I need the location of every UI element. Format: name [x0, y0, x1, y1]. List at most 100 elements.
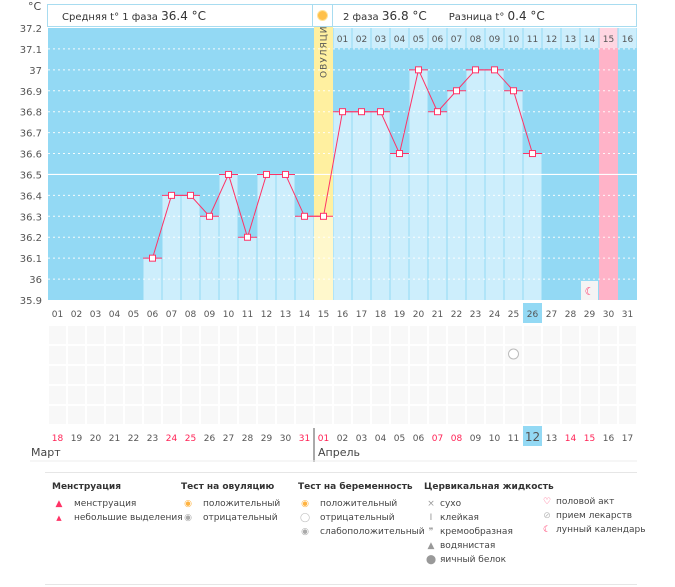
- sticky-icon: I: [429, 513, 433, 523]
- symptom-cell: [391, 406, 408, 424]
- calendar-date: 24: [166, 434, 178, 444]
- y-tick-label: 36.3: [20, 212, 42, 223]
- legend-ovulation-test: Тест на овуляцию ◉ положительный ◉ отрицат…: [181, 482, 281, 523]
- symptom-cell: [201, 406, 218, 424]
- temperature-bar: [257, 174, 276, 300]
- y-tick-label: 37: [29, 66, 42, 77]
- symptom-cell: [201, 326, 218, 344]
- calendar-date: 28: [242, 434, 254, 444]
- temperature-point: [206, 212, 213, 220]
- cycle-day-cell: [599, 28, 618, 48]
- temperature-point: [434, 108, 441, 116]
- symptom-cell: [467, 406, 484, 424]
- symptom-cell: [201, 366, 218, 384]
- symptom-cell: [410, 326, 427, 344]
- symptom-cell: [315, 346, 332, 364]
- symptom-cell: [87, 346, 104, 364]
- temperature-point: [282, 170, 289, 178]
- symptom-cell: [87, 366, 104, 384]
- cycle-day-label: 02: [356, 35, 367, 45]
- calendar-date: 31: [299, 434, 310, 444]
- cycle-day-cell: [466, 28, 485, 48]
- temperature-bar: [371, 111, 390, 300]
- calendar-date: 27: [223, 434, 234, 444]
- day-label: 29: [584, 310, 596, 320]
- day-label: 25: [508, 310, 519, 320]
- symptom-cell: [201, 346, 218, 364]
- symptom-cell: [562, 406, 579, 424]
- symptom-cell: [49, 366, 66, 384]
- symptom-cell: [505, 386, 522, 404]
- symptom-cell: [372, 326, 389, 344]
- symptom-cell: [429, 326, 446, 344]
- symptom-cell: [144, 366, 161, 384]
- symptom-cell: [182, 406, 199, 424]
- symptom-cell: [277, 386, 294, 404]
- symptom-cell: [239, 406, 256, 424]
- cycle-day-cell: [409, 28, 428, 48]
- symptom-cell: [258, 326, 275, 344]
- day-label: 16: [337, 310, 349, 320]
- cycle-day-label: 09: [489, 35, 501, 45]
- month-label: Март: [31, 446, 61, 459]
- calendar-date: 03: [356, 434, 367, 444]
- symptom-cell: [163, 366, 180, 384]
- temperature-point: [244, 233, 251, 241]
- symptom-cell: [220, 386, 237, 404]
- symptom-cell: [448, 386, 465, 404]
- symptom-cell: [163, 406, 180, 424]
- spotting-drop-icon: ▲: [56, 514, 62, 522]
- symptom-cell: [543, 326, 560, 344]
- symptom-cell: [391, 346, 408, 364]
- temperature-bar: [181, 195, 200, 300]
- symptom-cell: [619, 386, 636, 404]
- calendar-date: 15: [584, 434, 595, 444]
- cycle-day-cell: [447, 28, 466, 48]
- day-label: 01: [52, 310, 63, 320]
- y-tick-label: 36.2: [20, 233, 42, 244]
- moon-icon: ☾: [542, 525, 552, 535]
- symptom-cell: [201, 386, 218, 404]
- day-label: 11: [242, 310, 253, 320]
- symptom-cell: [410, 366, 427, 384]
- day-label: 05: [128, 310, 139, 320]
- y-tick-label: 36: [29, 275, 42, 286]
- symptom-cell: [258, 366, 275, 384]
- day-label: 30: [603, 310, 615, 320]
- calendar-today-highlight: [523, 426, 542, 446]
- symptom-cell: [163, 386, 180, 404]
- calendar-date: 21: [109, 434, 120, 444]
- day-label: 08: [185, 310, 197, 320]
- symptom-cell: [581, 366, 598, 384]
- calendar-date: 01: [318, 434, 329, 444]
- symptom-cell: [106, 346, 123, 364]
- symptom-cell: [49, 406, 66, 424]
- symptom-cell: [182, 366, 199, 384]
- symptom-cell: [467, 326, 484, 344]
- symptom-cell: [334, 406, 351, 424]
- y-unit: °C: [28, 0, 42, 13]
- temperature-bar: [409, 69, 428, 300]
- y-tick-label: 36.1: [20, 254, 42, 265]
- symptom-cell: [581, 326, 598, 344]
- symptom-cell: [448, 406, 465, 424]
- symptom-cell: [106, 406, 123, 424]
- symptom-cell: [315, 366, 332, 384]
- symptom-cell: [49, 386, 66, 404]
- symptom-cell: [125, 386, 142, 404]
- temperature-point: [529, 150, 536, 158]
- symptom-cell: [296, 326, 313, 344]
- symptom-cell: [600, 346, 617, 364]
- symptom-cell: [353, 366, 370, 384]
- temperature-bar: [352, 111, 371, 300]
- legend-other: ♡ половой акт ⊘ прием лекарств ☾ лунный кал…: [540, 495, 646, 537]
- calendar-date: 20: [90, 434, 102, 444]
- day-label: 19: [394, 310, 406, 320]
- symptom-cell: [372, 406, 389, 424]
- cycle-day-label: 10: [508, 35, 520, 45]
- symptom-cell: [505, 326, 522, 344]
- symptom-cell: [296, 386, 313, 404]
- day-label: 23: [470, 310, 481, 320]
- calendar-date: 18: [52, 434, 64, 444]
